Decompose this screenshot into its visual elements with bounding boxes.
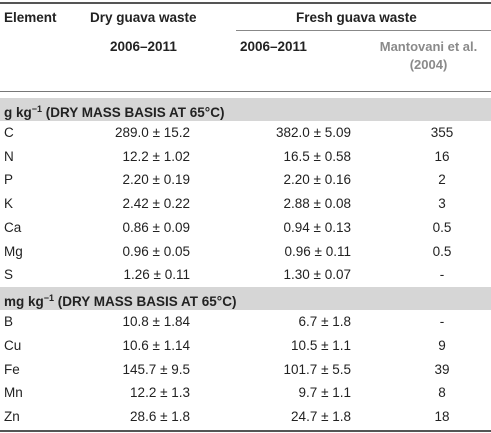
table-bottom-rule (0, 430, 491, 432)
fresh-value-cell: 24.7 ± 1.8 (291, 409, 351, 425)
element-cell: N (4, 148, 14, 164)
table-row: N 12.2 ± 1.02 16.5 ± 0.58 16 (0, 145, 491, 168)
dry-value-cell: 1.26 ± 0.11 (123, 267, 190, 283)
element-cell: Ca (4, 219, 22, 235)
element-cell: Mg (4, 243, 23, 259)
element-cell: Fe (4, 361, 20, 377)
fresh-value-cell: 10.5 ± 1.1 (291, 337, 351, 353)
section1-basis: (DRY MASS BASIS AT 65°C) (42, 105, 225, 120)
header-spanner-rule (236, 30, 491, 31)
table-row: Mg 0.96 ± 0.05 0.96 ± 0.11 0.5 (0, 240, 491, 263)
table-row: Mn 12.2 ± 1.3 9.7 ± 1.1 8 (0, 381, 491, 404)
fresh-value-cell: 6.7 ± 1.8 (298, 314, 351, 329)
mantovani-value-cell: 39 (434, 361, 450, 377)
dry-value-cell: 10.6 ± 1.14 (122, 337, 190, 353)
section-g-per-kg-label: g kg−1 (DRY MASS BASIS AT 65°C) (4, 98, 224, 124)
element-cell: Cu (4, 337, 22, 353)
table-row: Zn 28.6 ± 1.8 24.7 ± 1.8 18 (0, 405, 491, 428)
fresh-value-cell: 9.7 ± 1.1 (298, 385, 351, 401)
header-bottom-rule (0, 91, 491, 92)
fresh-value-cell: 0.96 ± 0.11 (284, 243, 351, 259)
header-fresh-years: 2006–2011 (240, 39, 307, 54)
element-cell: Mn (4, 385, 23, 401)
element-cell: S (4, 267, 14, 283)
header-mantovani-line2: (2004) (409, 57, 448, 72)
header-fresh-guava-waste: Fresh guava waste (296, 10, 417, 25)
section1-unit: g kg (4, 105, 32, 120)
header-dry-guava-waste: Dry guava waste (90, 10, 197, 25)
fresh-value-cell: 0.94 ± 0.13 (283, 219, 351, 235)
fresh-value-cell: 2.88 ± 0.08 (283, 196, 351, 212)
mantovani-value-cell: 0.5 (432, 219, 452, 235)
table-row: Ca 0.86 ± 0.09 0.94 ± 0.13 0.5 (0, 216, 491, 239)
table-row: P 2.20 ± 0.19 2.20 ± 0.16 2 (0, 168, 491, 191)
mantovani-value-cell: 2 (438, 172, 446, 188)
fresh-value-cell: 101.7 ± 5.5 (283, 361, 351, 377)
table-row: Cu 10.6 ± 1.14 10.5 ± 1.1 9 (0, 334, 491, 357)
dry-value-cell: 0.96 ± 0.05 (122, 243, 190, 259)
element-cell: P (4, 172, 14, 188)
dry-value-cell: 12.2 ± 1.02 (122, 148, 190, 164)
mantovani-value-cell: 18 (434, 409, 450, 425)
header-mantovani: Mantovani et al. (2004) (366, 39, 491, 72)
header-dry-years: 2006–2011 (110, 39, 177, 54)
mantovani-value-cell: 3 (438, 196, 446, 212)
dry-value-cell: 0.86 ± 0.09 (122, 219, 190, 235)
mantovani-value-cell: 8 (438, 385, 446, 401)
table-row: S 1.26 ± 0.11 1.30 ± 0.07 - (0, 263, 491, 286)
fresh-value-cell: 16.5 ± 0.58 (283, 148, 351, 164)
section2-basis: (DRY MASS BASIS AT 65°C) (54, 294, 237, 309)
section-g-per-kg: g kg−1 (DRY MASS BASIS AT 65°C) (0, 98, 491, 121)
header-element: Element (4, 10, 57, 25)
dry-value-cell: 145.7 ± 9.5 (122, 361, 190, 377)
section-mg-per-kg: mg kg−1 (DRY MASS BASIS AT 65°C) (0, 287, 491, 310)
dry-value-cell: 10.8 ± 1.84 (122, 314, 190, 329)
table-row: B 10.8 ± 1.84 6.7 ± 1.8 - (0, 310, 491, 333)
element-cell: K (4, 196, 14, 212)
fresh-value-cell: 382.0 ± 5.09 (276, 125, 351, 140)
fresh-value-cell: 2.20 ± 0.16 (283, 172, 351, 188)
table-top-rule (0, 2, 491, 4)
dry-value-cell: 2.20 ± 0.19 (122, 172, 190, 188)
table-row: Fe 145.7 ± 9.5 101.7 ± 5.5 39 (0, 358, 491, 381)
mantovani-value-cell: 16 (434, 148, 450, 164)
table-row: C 289.0 ± 15.2 382.0 ± 5.09 355 (0, 121, 491, 144)
mantovani-value-cell: - (439, 267, 445, 283)
dry-value-cell: 12.2 ± 1.3 (130, 385, 190, 401)
mantovani-value-cell: 355 (430, 125, 454, 140)
mantovani-value-cell: - (439, 314, 445, 329)
element-cell: B (4, 314, 14, 329)
table-row: K 2.42 ± 0.22 2.88 ± 0.08 3 (0, 192, 491, 215)
section-mg-per-kg-label: mg kg−1 (DRY MASS BASIS AT 65°C) (4, 287, 236, 313)
section2-exponent: −1 (43, 293, 55, 303)
fresh-value-cell: 1.30 ± 0.07 (283, 267, 351, 283)
header-mantovani-line1: Mantovani et al. (379, 39, 478, 54)
dry-value-cell: 289.0 ± 15.2 (115, 125, 190, 140)
mantovani-value-cell: 9 (438, 337, 446, 353)
mantovani-value-cell: 0.5 (432, 243, 452, 259)
element-cell: Zn (4, 409, 20, 425)
section2-unit: mg kg (4, 294, 44, 309)
dry-value-cell: 2.42 ± 0.22 (122, 196, 190, 212)
element-cell: C (4, 125, 14, 140)
section1-exponent: −1 (31, 104, 43, 114)
dry-value-cell: 28.6 ± 1.8 (130, 409, 190, 425)
